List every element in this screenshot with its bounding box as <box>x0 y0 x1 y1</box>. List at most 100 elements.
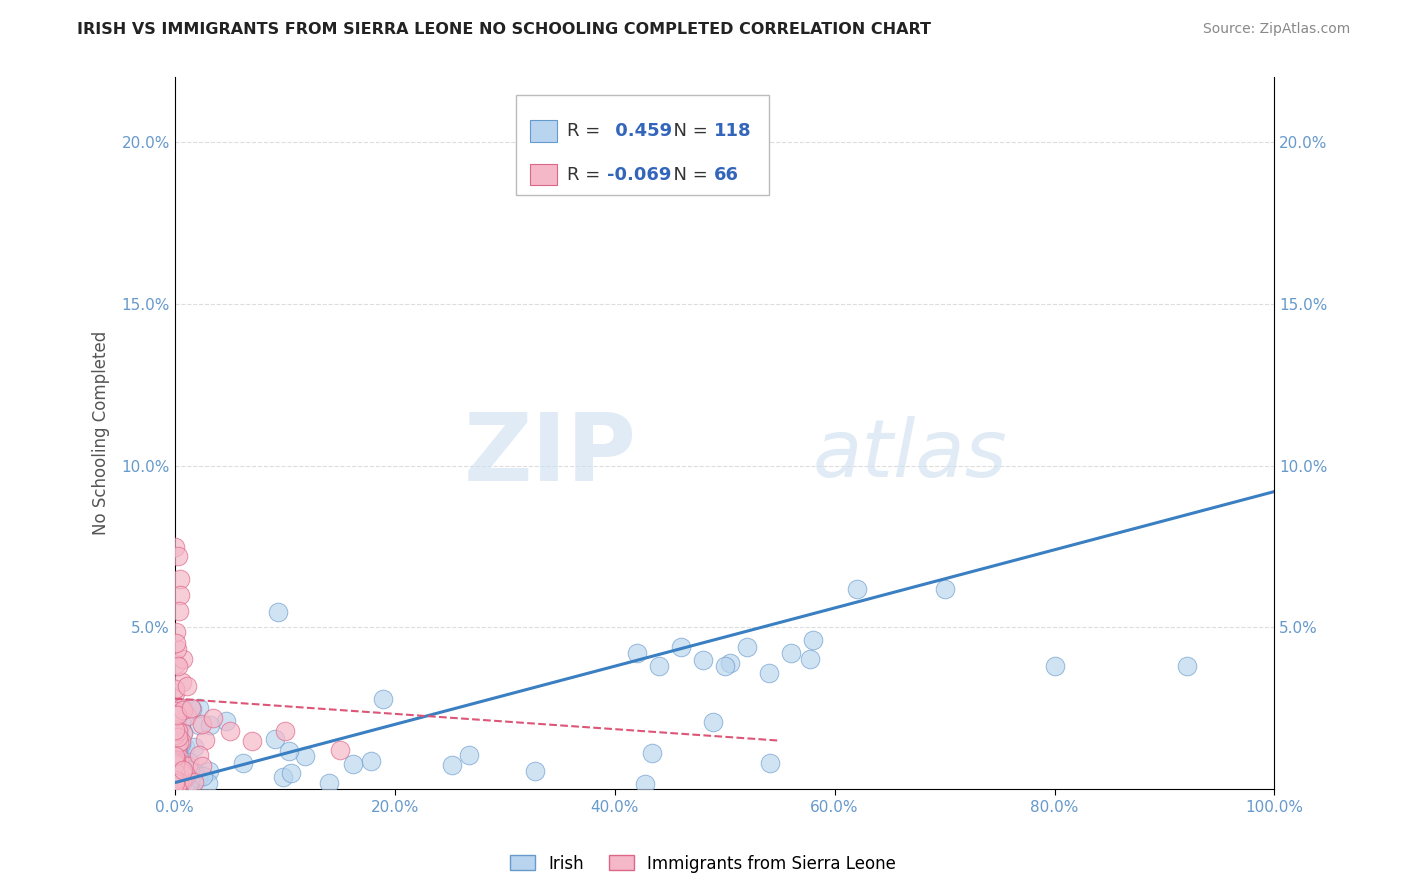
Point <box>200 718 222 732</box>
Point <box>845 582 868 596</box>
Point <box>165 624 187 639</box>
Point <box>179 774 201 789</box>
Point <box>198 764 221 779</box>
Point <box>169 756 191 770</box>
Point <box>758 665 780 680</box>
Point <box>180 701 202 715</box>
Point <box>373 691 395 706</box>
Point <box>169 756 191 771</box>
Text: Source: ZipAtlas.com: Source: ZipAtlas.com <box>1202 22 1350 37</box>
Point <box>167 756 190 770</box>
Point <box>779 646 801 660</box>
Point <box>163 768 186 782</box>
Point <box>166 770 188 784</box>
Point <box>165 773 187 788</box>
Point <box>183 764 205 779</box>
Text: N =: N = <box>662 122 713 140</box>
Text: 0.459: 0.459 <box>609 122 672 140</box>
Point <box>702 715 724 730</box>
Point <box>163 763 186 777</box>
Text: R =: R = <box>567 122 606 140</box>
Point <box>523 764 546 779</box>
Point <box>273 770 295 784</box>
Point <box>170 772 193 786</box>
Point <box>718 657 741 671</box>
Point <box>170 674 193 689</box>
Point <box>187 718 209 732</box>
Point <box>163 779 186 793</box>
Point <box>167 766 190 780</box>
Point <box>167 749 190 764</box>
Point <box>163 770 186 784</box>
Point <box>170 765 193 780</box>
Point <box>163 733 186 747</box>
Point <box>165 707 187 722</box>
Point <box>170 756 193 770</box>
Point <box>166 774 188 789</box>
Point <box>173 771 195 785</box>
Point <box>165 753 187 767</box>
Point <box>167 751 190 765</box>
Point <box>163 540 186 554</box>
Point <box>263 731 285 746</box>
Point <box>167 701 190 715</box>
Point <box>165 760 187 774</box>
Text: R =: R = <box>567 166 606 184</box>
Point <box>170 701 193 715</box>
Point <box>172 726 194 740</box>
Point <box>215 714 238 729</box>
Point <box>735 640 758 654</box>
FancyBboxPatch shape <box>530 120 557 142</box>
Point <box>174 770 197 784</box>
Point <box>342 756 364 771</box>
Text: N =: N = <box>662 166 713 184</box>
Point <box>170 750 193 764</box>
Point <box>170 768 193 782</box>
Point <box>179 763 201 777</box>
Point <box>165 728 187 742</box>
Point <box>163 776 186 790</box>
Point <box>934 582 956 596</box>
Point <box>273 723 295 738</box>
Point <box>167 659 190 673</box>
Legend: Irish, Immigrants from Sierra Leone: Irish, Immigrants from Sierra Leone <box>503 848 903 880</box>
Text: IRISH VS IMMIGRANTS FROM SIERRA LEONE NO SCHOOLING COMPLETED CORRELATION CHART: IRISH VS IMMIGRANTS FROM SIERRA LEONE NO… <box>77 22 931 37</box>
Point <box>191 770 214 784</box>
Point <box>294 749 316 764</box>
Point <box>634 777 657 791</box>
Point <box>166 731 188 745</box>
Point <box>169 572 191 586</box>
Point <box>166 771 188 785</box>
Point <box>165 723 187 738</box>
Point <box>165 701 187 715</box>
Point <box>166 711 188 725</box>
Point <box>187 771 209 785</box>
Point <box>166 779 188 793</box>
Point <box>163 772 186 787</box>
Point <box>163 758 186 772</box>
Y-axis label: No Schooling Completed: No Schooling Completed <box>93 331 110 535</box>
Point <box>163 758 186 772</box>
Point <box>669 640 692 654</box>
FancyBboxPatch shape <box>530 164 557 186</box>
Point <box>277 743 299 757</box>
Point <box>329 743 352 757</box>
Point <box>318 776 340 790</box>
Point <box>165 716 187 731</box>
Point <box>647 659 669 673</box>
Point <box>163 775 186 789</box>
Point <box>163 719 186 733</box>
Point <box>170 716 193 731</box>
Point <box>165 756 187 771</box>
Point <box>457 748 479 763</box>
Point <box>167 735 190 749</box>
Point <box>280 766 302 780</box>
Point <box>801 633 824 648</box>
Point <box>172 652 194 666</box>
Point <box>167 771 190 785</box>
Point <box>172 725 194 739</box>
Point <box>163 751 186 765</box>
Point <box>163 761 186 775</box>
Point <box>202 711 225 725</box>
Point <box>165 704 187 718</box>
